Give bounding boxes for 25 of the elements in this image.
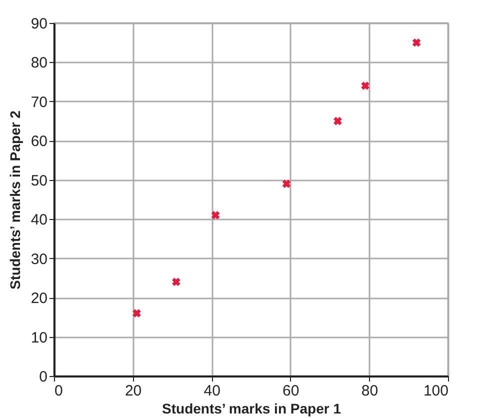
y-tick-label: 40 [30, 212, 48, 229]
y-tick-label: 90 [30, 16, 48, 32]
x-tick-label: 40 [204, 382, 220, 400]
y-tick-label: 50 [30, 172, 48, 190]
point [282, 180, 291, 188]
point [361, 82, 370, 90]
x-tick-label: 60 [282, 382, 300, 400]
point [412, 38, 421, 47]
y-tick-label: 0 [39, 368, 48, 386]
point [172, 278, 180, 286]
x-tick-label: 20 [124, 382, 142, 400]
y-tick-label: 70 [30, 94, 48, 111]
y-axis-title: Students’ marks in Paper 2 [6, 110, 23, 290]
y-tick-label: 80 [30, 54, 48, 72]
x-axis-title: Students’ marks in Paper 1 [162, 400, 342, 416]
y-tick-label: 20 [30, 290, 48, 308]
point [211, 211, 220, 220]
y-tick-label: 30 [30, 250, 48, 268]
x-tick-label: 0 [54, 382, 63, 400]
x-tick-label: 100 [423, 382, 448, 400]
y-tick-label: 60 [30, 133, 48, 150]
point [334, 116, 342, 126]
point [132, 309, 141, 318]
y-tick-label: 10 [30, 329, 48, 346]
x-tick-label: 80 [361, 382, 378, 400]
